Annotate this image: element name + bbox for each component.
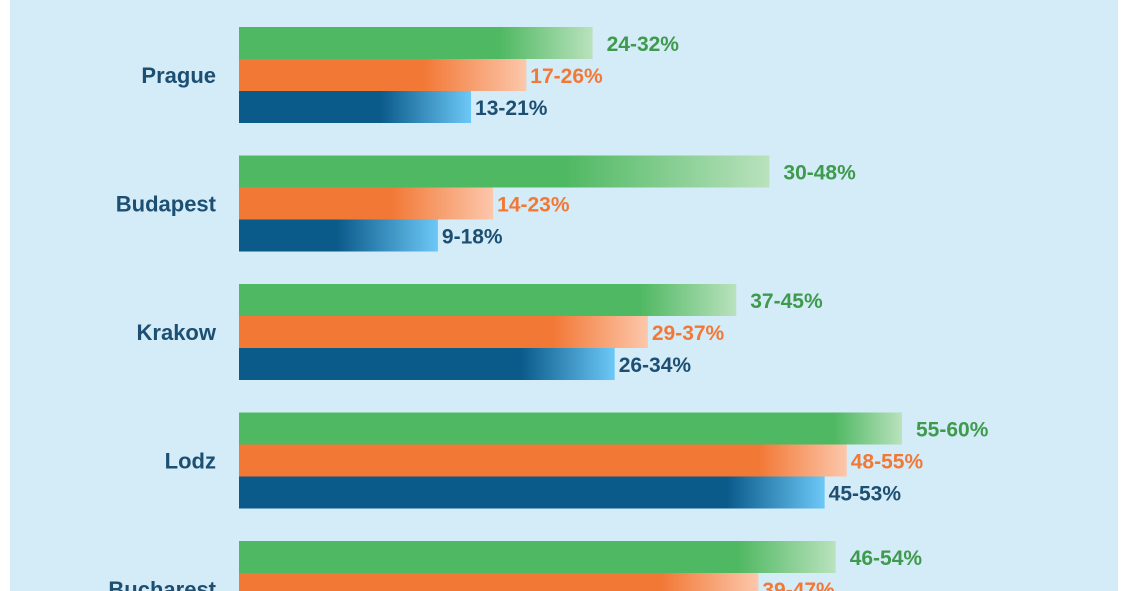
data-label: 45-53% (829, 483, 902, 506)
data-label: 24-32% (607, 33, 680, 56)
data-label: 26-34% (619, 354, 692, 377)
bar (239, 412, 902, 445)
bar (239, 187, 494, 220)
data-label: 48-55% (851, 451, 924, 474)
bar (239, 284, 737, 316)
data-label: 9-18% (442, 226, 503, 249)
category-label: Budapest (116, 192, 217, 217)
category-label: Krakow (137, 320, 217, 345)
data-label: 17-26% (530, 65, 603, 88)
bar (239, 573, 759, 591)
bar (239, 59, 527, 91)
bar-chart: Prague 24-32%17-26% 13-21% Budapest 30-48% 14… (108, 27, 989, 591)
data-label: 37-45% (750, 290, 823, 313)
data-label: 13-21% (475, 97, 548, 120)
bar (239, 91, 472, 123)
bar (239, 219, 438, 252)
data-label: 39-47% (762, 579, 835, 591)
bar (239, 27, 593, 59)
bar (239, 444, 847, 477)
chart-panel: Prague 24-32% 17-26% 13-21% Budapest 30-48% 14… (10, 0, 1118, 591)
data-label: 30-48% (783, 162, 856, 185)
data-label: 29-37% (652, 322, 725, 345)
category-label: Bucharest (108, 577, 216, 591)
data-label: 55-60% (916, 419, 989, 442)
bar (239, 155, 770, 188)
data-label: 46-54% (850, 547, 923, 570)
data-label: 14-23% (497, 194, 570, 217)
category-label: Lodz (165, 449, 216, 474)
category-label: Prague (141, 63, 216, 88)
bar (239, 348, 615, 380)
bar (239, 541, 836, 573)
bar (239, 316, 648, 348)
bar (239, 476, 825, 509)
